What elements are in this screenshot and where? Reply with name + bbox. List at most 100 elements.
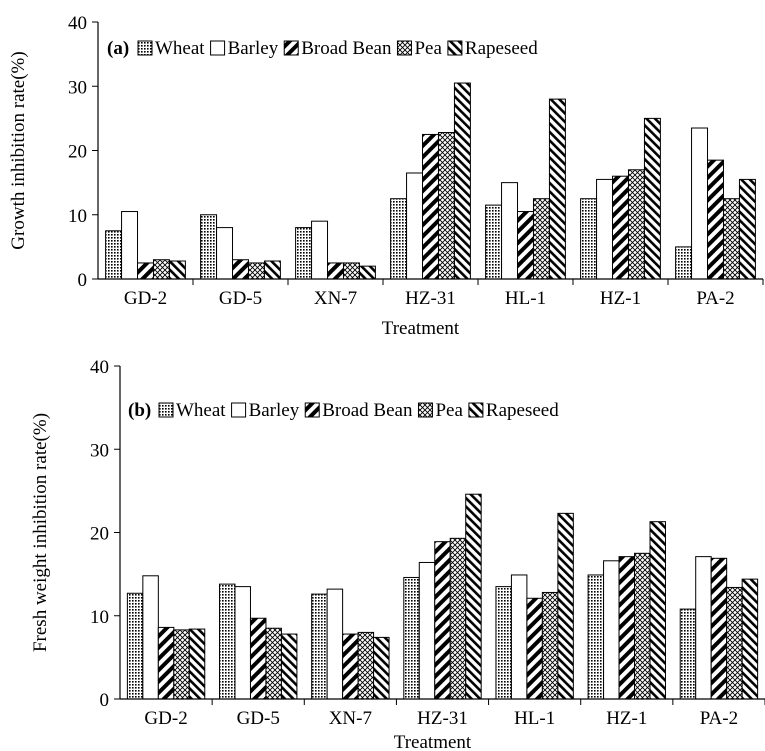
bar-rapeseed-hz-31 — [465, 493, 482, 700]
legend-swatch-wheat — [137, 40, 153, 56]
bar-barley-gd-2 — [121, 211, 139, 280]
bar-wheat-xn-7 — [311, 593, 328, 700]
bar-wheat-gd-2 — [105, 230, 123, 280]
y-tick-label: 0 — [100, 690, 110, 711]
y-axis-title: Growth inhibition rate(%) — [8, 51, 29, 249]
bar-broad-bean-hz-31 — [434, 541, 451, 700]
legend-label-wheat: Wheat — [176, 400, 226, 421]
legend-swatch-rapeseed — [468, 402, 484, 418]
legend-label-broad-bean: Broad Bean — [301, 38, 392, 59]
x-tick-label: HL-1 — [514, 708, 555, 729]
legend-label-pea: Pea — [435, 400, 463, 421]
bar-wheat-gd-2 — [126, 592, 144, 700]
bar-wheat-hz-31 — [390, 198, 408, 280]
x-tick-label: PA-2 — [696, 288, 734, 309]
legend-label-pea: Pea — [414, 38, 442, 59]
bar-broad-bean-gd-5 — [232, 259, 249, 280]
bar-broad-bean-xn-7 — [327, 262, 344, 280]
chart-panel-a: 0 10 20 30 40 GD-2 GD-5 XN-7 HZ-31 HL-1 HZ-1 PA-2 Tr… — [8, 13, 764, 339]
y-tick-label: 30 — [68, 77, 87, 98]
chart-panel-b: 0 10 20 30 40 GD-2 GD-5 XN-7 HZ-31 HL-1 HZ-1 PA-2 Tr… — [30, 357, 765, 751]
bar-broad-bean-pa-2 — [710, 557, 728, 700]
legend-label-broad-bean: Broad Bean — [322, 400, 413, 421]
bar-barley-hz-31 — [406, 172, 424, 280]
bar-rapeseed-pa-2 — [738, 178, 756, 280]
legend-swatch-broad-bean — [283, 40, 299, 56]
bar-wheat-pa-2 — [675, 246, 693, 280]
bar-barley-gd-2 — [142, 575, 159, 700]
x-tick-label: XN-7 — [314, 288, 357, 309]
bar-broad-bean-xn-7 — [342, 633, 359, 700]
panel-label-a: (a) — [107, 38, 129, 59]
bar-rapeseed-gd-5 — [280, 633, 298, 700]
bar-pea-pa-2 — [722, 198, 740, 280]
legend-label-wheat: Wheat — [155, 38, 205, 59]
bar-pea-hz-1 — [627, 169, 645, 280]
legend-label-rapeseed: Rapeseed — [486, 400, 559, 421]
panel-label-b: (b) — [128, 400, 151, 421]
bar-broad-bean-hl-1 — [526, 597, 543, 700]
bar-wheat-hz-31 — [403, 576, 420, 700]
x-tick-label: HZ-1 — [600, 288, 641, 309]
bar-barley-hl-1 — [501, 182, 519, 280]
bar-wheat-gd-5 — [219, 583, 236, 700]
x-axis-title: Treatment — [382, 318, 460, 339]
bar-broad-bean-pa-2 — [707, 159, 724, 280]
bar-pea-hz-31 — [449, 537, 467, 700]
y-tick-label: 20 — [68, 142, 87, 163]
bar-rapeseed-gd-5 — [263, 260, 281, 280]
bar-pea-gd-5 — [247, 262, 265, 280]
bar-barley-hz-1 — [603, 560, 620, 700]
bar-pea-gd-2 — [173, 629, 190, 700]
x-tick-label: HZ-31 — [417, 708, 468, 729]
x-tick-label: GD-2 — [124, 288, 167, 309]
bar-barley-gd-5 — [234, 586, 251, 700]
bar-barley-hz-31 — [418, 561, 436, 700]
y-tick-label: 30 — [90, 440, 109, 461]
bar-rapeseed-hz-31 — [453, 82, 471, 280]
x-tick-label: GD-2 — [144, 708, 187, 729]
x-tick-label: GD-5 — [237, 708, 280, 729]
bar-wheat-gd-5 — [200, 214, 218, 280]
legend-swatch-wheat — [158, 402, 174, 418]
bar-rapeseed-hl-1 — [548, 98, 566, 280]
bar-barley-pa-2 — [695, 556, 712, 700]
legend-swatch-pea — [396, 40, 412, 56]
y-tick-label: 40 — [68, 13, 87, 34]
bar-wheat-hl-1 — [495, 586, 512, 700]
x-tick-label: GD-5 — [219, 288, 262, 309]
x-tick-label: XN-7 — [329, 708, 372, 729]
bar-wheat-hl-1 — [485, 204, 503, 280]
bar-broad-bean-hz-1 — [612, 175, 629, 280]
x-tick-label: HZ-1 — [606, 708, 647, 729]
legend-swatch-rapeseed — [447, 40, 463, 56]
legend-label-barley: Barley — [249, 400, 300, 421]
x-tick-label: PA-2 — [700, 708, 738, 729]
y-axis-title: Fresh weight inhibition rate(%) — [30, 413, 51, 652]
bar-broad-bean-gd-5 — [249, 617, 267, 700]
bar-rapeseed-hl-1 — [557, 512, 574, 700]
bar-rapeseed-xn-7 — [358, 265, 376, 280]
bar-wheat-hz-1 — [587, 574, 605, 700]
bar-broad-bean-gd-2 — [157, 626, 175, 700]
y-tick-label: 20 — [90, 524, 109, 545]
bar-broad-bean-hz-1 — [618, 556, 636, 700]
bar-barley-xn-7 — [326, 588, 344, 700]
bar-barley-hz-1 — [596, 178, 614, 280]
legend-swatch-barley — [210, 40, 226, 56]
bar-pea-hl-1 — [541, 591, 559, 700]
y-tick-label: 40 — [90, 357, 109, 378]
bar-pea-gd-2 — [152, 259, 170, 280]
bar-rapeseed-gd-2 — [188, 628, 206, 700]
bar-pea-xn-7 — [342, 262, 360, 280]
legend-swatch-broad-bean — [304, 402, 320, 418]
x-tick-label: HL-1 — [505, 288, 546, 309]
y-tick-label: 10 — [68, 206, 87, 227]
y-tick-label: 10 — [90, 607, 109, 628]
legend-swatch-pea — [417, 402, 433, 418]
bar-rapeseed-xn-7 — [373, 636, 390, 700]
bar-wheat-xn-7 — [295, 227, 313, 280]
bar-rapeseed-hz-1 — [643, 117, 661, 280]
bar-rapeseed-gd-2 — [168, 260, 186, 280]
